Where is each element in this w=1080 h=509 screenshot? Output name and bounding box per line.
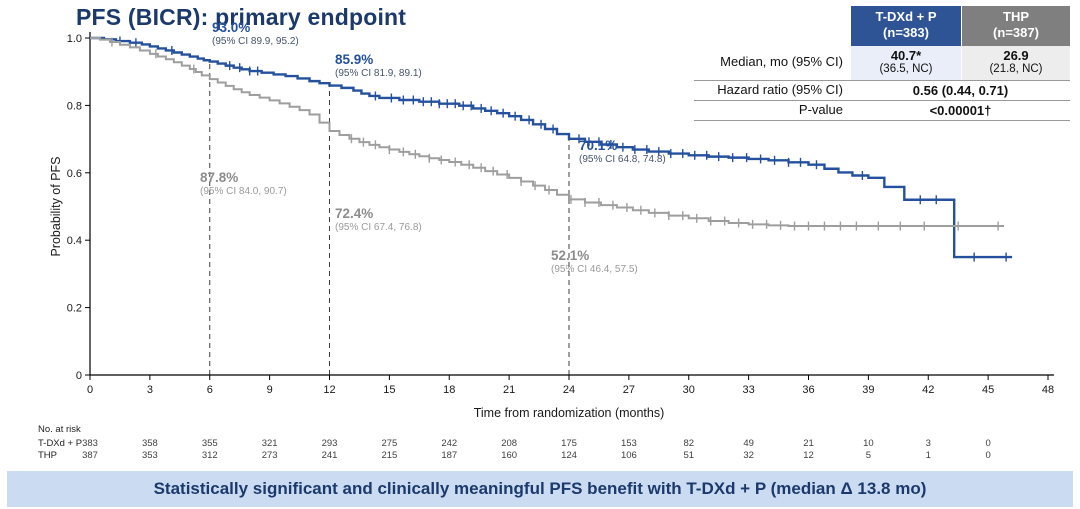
- tdxd-arm-name: T-DXd + P: [875, 9, 937, 24]
- x-tick-label: 0: [87, 384, 93, 396]
- median-thp-value: 26.9: [1003, 47, 1029, 63]
- at-risk-value: 215: [381, 450, 397, 461]
- conclusion-banner: Statistically significant and clinically…: [7, 471, 1073, 507]
- at-risk-value: 358: [142, 438, 158, 449]
- y-tick-label: 0.8: [67, 100, 82, 112]
- at-risk-value: 355: [202, 438, 218, 449]
- at-risk-value: 106: [621, 450, 637, 461]
- results-table-header-row: T-DXd + P (n=383) THP (n=387): [694, 6, 1070, 46]
- median-label: Median, mo (95% CI): [720, 54, 843, 70]
- hazard-ratio-label: Hazard ratio (95% CI): [717, 81, 843, 97]
- reference-dashed-lines: [209, 61, 570, 375]
- at-risk-value: 242: [441, 438, 457, 449]
- conclusion-text: Statistically significant and clinically…: [153, 479, 927, 498]
- at-risk-value: 12: [803, 450, 814, 461]
- p-value: <0.00001†: [929, 102, 992, 118]
- results-table: T-DXd + P (n=383) THP (n=387) Median, mo…: [694, 6, 1070, 121]
- at-risk-value: 321: [262, 438, 278, 449]
- x-tick-label: 9: [267, 384, 273, 396]
- y-axis-title: Probability of PFS: [49, 156, 63, 256]
- y-tick-label: 0: [76, 370, 82, 382]
- median-thp-ci: (21.8, NC): [989, 63, 1043, 76]
- censor-marks-thp: [111, 37, 999, 231]
- x-tick-label: 42: [922, 384, 934, 396]
- page-title: PFS (BICR): primary endpoint: [76, 4, 407, 30]
- at-risk-value: 312: [202, 450, 218, 461]
- at-risk-value: 208: [501, 438, 517, 449]
- p-value-row: P-value <0.00001†: [694, 101, 1070, 121]
- at-risk-value: 3: [926, 438, 931, 449]
- at-risk-value: 49: [743, 438, 754, 449]
- at-risk-row-label-thp: THP: [38, 450, 57, 461]
- km-curve-thp: [90, 37, 1005, 228]
- x-tick-label: 30: [683, 384, 695, 396]
- km-curve-tdxd-p: [90, 36, 1013, 259]
- at-risk-value: 1: [926, 450, 931, 461]
- at-risk-value: 0: [985, 450, 990, 461]
- x-tick-label: 33: [743, 384, 755, 396]
- at-risk-value: 275: [381, 438, 397, 449]
- at-risk-value: 5: [866, 450, 871, 461]
- at-risk-value: 153: [621, 438, 637, 449]
- at-risk-heading: No. at risk: [38, 424, 81, 435]
- at-risk-value: 21: [803, 438, 814, 449]
- x-tick-label: 21: [503, 384, 515, 396]
- y-tick-label: 0.2: [67, 303, 82, 315]
- at-risk-value: 387: [82, 450, 98, 461]
- x-tick-label: 24: [563, 384, 575, 396]
- x-axis-title: Time from randomization (months): [474, 406, 665, 420]
- axis-tick-labels: 00.20.40.60.81.00 3 6 9 12 15 18 21 24 27 30 33 36 39…: [67, 33, 1054, 396]
- median-row: Median, mo (95% CI) 40.7* (36.5, NC) 26.…: [694, 45, 1070, 81]
- at-risk-value: 293: [322, 438, 338, 449]
- results-header-tdxd-p: T-DXd + P (n=383): [851, 6, 961, 46]
- at-risk-value: 51: [683, 450, 694, 461]
- x-tick-label: 3: [147, 384, 153, 396]
- p-value-label: P-value: [798, 101, 843, 117]
- at-risk-value: 124: [561, 450, 577, 461]
- at-risk-value: 10: [863, 438, 874, 449]
- at-risk-row-label-tdxd-p: T-DXd + P: [38, 438, 82, 449]
- at-risk-value: 353: [142, 450, 158, 461]
- x-tick-label: 6: [207, 384, 213, 396]
- x-tick-label: 45: [982, 384, 994, 396]
- at-risk-value: 383: [82, 438, 98, 449]
- x-tick-label: 15: [383, 384, 395, 396]
- x-tick-label: 36: [802, 384, 814, 396]
- y-tick-label: 0.6: [67, 168, 82, 180]
- at-risk-value: 82: [683, 438, 694, 449]
- x-tick-label: 27: [623, 384, 635, 396]
- y-tick-label: 1.0: [67, 33, 82, 45]
- x-tick-label: 12: [323, 384, 335, 396]
- at-risk-value: 241: [322, 450, 338, 461]
- x-tick-label: 39: [862, 384, 874, 396]
- hazard-ratio-row: Hazard ratio (95% CI) 0.56 (0.44, 0.71): [694, 81, 1070, 101]
- y-tick-label: 0.4: [67, 235, 82, 247]
- at-risk-value: 160: [501, 450, 517, 461]
- thp-arm-n: (n=387): [993, 25, 1039, 41]
- hazard-ratio-value: 0.56 (0.44, 0.71): [912, 82, 1009, 98]
- at-risk-value: 187: [441, 450, 457, 461]
- median-tdxd-value: 40.7*: [890, 47, 922, 63]
- axis-ticks: [85, 37, 1049, 380]
- at-risk-value: 175: [561, 438, 577, 449]
- median-value-thp: 26.9 (21.8, NC): [962, 45, 1070, 80]
- tdxd-arm-n: (n=383): [883, 25, 929, 41]
- x-tick-label: 48: [1042, 384, 1054, 396]
- thp-arm-name: THP: [1003, 9, 1029, 24]
- censor-marks-tdxd-p: [119, 36, 1007, 262]
- axes: [89, 32, 1054, 376]
- x-tick-label: 18: [443, 384, 455, 396]
- median-tdxd-ci: (36.5, NC): [879, 63, 933, 76]
- at-risk-value: 32: [743, 450, 754, 461]
- results-header-thp: THP (n=387): [962, 6, 1070, 46]
- at-risk-value: 273: [262, 450, 278, 461]
- at-risk-value: 0: [985, 438, 990, 449]
- median-value-tdxd-p: 40.7* (36.5, NC): [851, 45, 961, 80]
